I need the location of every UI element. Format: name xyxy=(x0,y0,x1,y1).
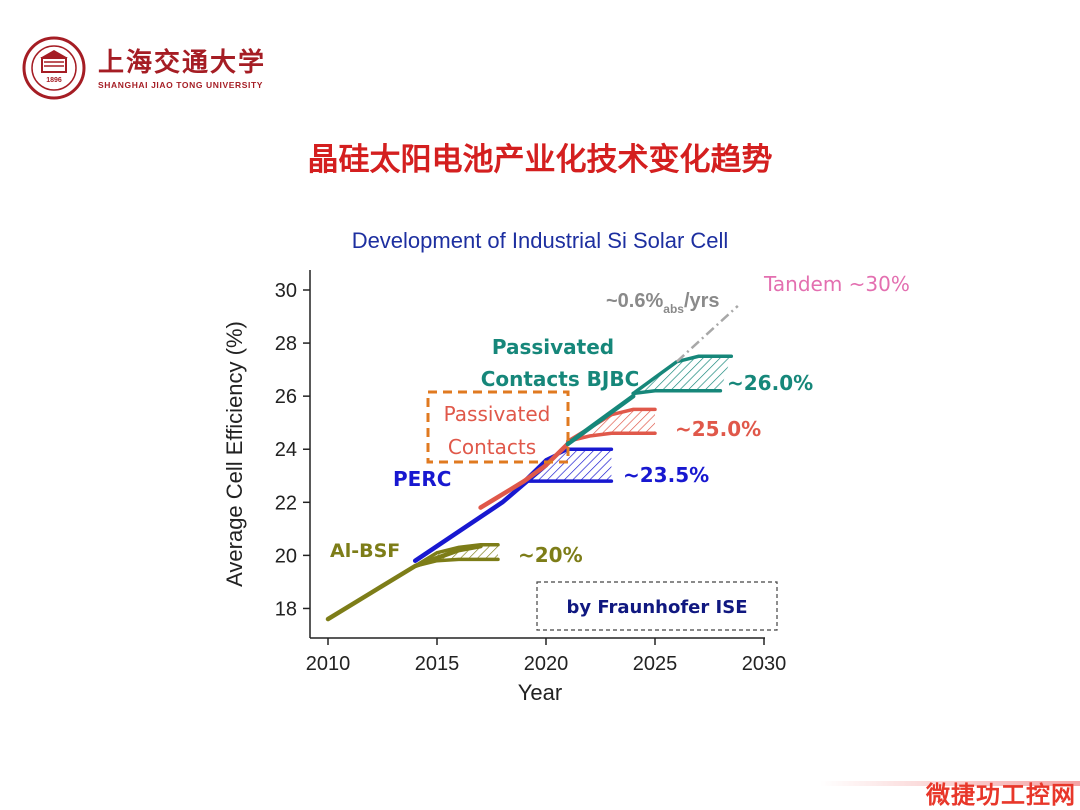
bjbc-upper-edge xyxy=(631,354,734,396)
bjbc-value-label: ~26.0% xyxy=(727,371,813,395)
x-tick-label: 2020 xyxy=(524,653,569,675)
passivated-contacts-lower-edge xyxy=(566,431,657,444)
y-tick-label: 26 xyxy=(275,386,297,408)
efficiency-bands xyxy=(415,356,732,566)
university-seal-icon: 1896 xyxy=(22,36,86,100)
x-ticks: 2010 2015 2020 2025 2030 xyxy=(306,638,787,675)
university-logo: 1896 上海交通大学 SHANGHAI JIAO TONG UNIVERSIT… xyxy=(22,36,264,106)
tandem-label: Tandem ~30% xyxy=(763,272,910,296)
bjbc-band xyxy=(633,356,732,394)
slide-title: 晶硅太阳电池产业化技术变化趋势 xyxy=(307,142,773,178)
passivated-label-line2: Contacts xyxy=(448,435,536,459)
y-axis-title: Average Cell Efficiency (%) xyxy=(222,321,247,587)
watermark: 微捷功工控网 xyxy=(820,770,1080,810)
chart-title: Development of Industrial Si Solar Cell xyxy=(352,228,729,253)
perc-label: PERC xyxy=(393,467,451,491)
passivated-contacts-line xyxy=(478,441,571,510)
y-tick-label: 20 xyxy=(275,545,297,567)
passivated-value-label: ~25.0% xyxy=(675,417,761,441)
al-bsf-label: Al-BSF xyxy=(330,540,400,562)
trend-label-sub: abs xyxy=(663,302,684,316)
bjbc-lower-edge xyxy=(631,389,723,396)
seal-year: 1896 xyxy=(46,77,62,84)
trend-label-value: ~0.6% xyxy=(606,290,663,312)
y-tick-label: 30 xyxy=(275,280,297,302)
source-label: by Fraunhofer ISE xyxy=(566,597,747,618)
x-tick-label: 2025 xyxy=(633,653,678,675)
bjbc-label-line1: Passivated xyxy=(492,335,614,359)
al-bsf-upper-edge xyxy=(413,543,500,568)
university-name-cn: 上海交通大学 xyxy=(98,48,267,78)
bjbc-line xyxy=(565,393,636,447)
al-bsf-lower-edge xyxy=(413,557,500,568)
perc-value-label: ~23.5% xyxy=(623,463,709,487)
source-box xyxy=(536,581,778,631)
al-bsf-value-label: ~20% xyxy=(518,543,583,567)
y-tick-label: 22 xyxy=(275,492,297,514)
chart-card xyxy=(205,213,840,718)
passivated-label-line1: Passivated xyxy=(444,402,551,426)
watermark-bar xyxy=(820,781,1080,786)
x-axis-title: Year xyxy=(518,680,562,705)
trend-label: ~0.6%abs/yrs xyxy=(606,290,720,316)
y-ticks: 18 20 22 24 26 28 30 xyxy=(275,280,310,620)
trend-label-suffix: /yrs xyxy=(684,290,720,312)
watermark-text: 微捷功工控网 xyxy=(926,781,1076,809)
university-name-en: SHANGHAI JIAO TONG UNIVERSITY xyxy=(98,80,264,90)
bjbc-label-line2: Contacts BJBC xyxy=(481,367,640,391)
x-tick-label: 2010 xyxy=(306,653,351,675)
y-tick-label: 28 xyxy=(275,333,297,355)
x-tick-label: 2015 xyxy=(415,653,460,675)
x-tick-label: 2030 xyxy=(742,653,787,675)
y-tick-label: 18 xyxy=(275,598,297,620)
y-tick-label: 24 xyxy=(275,439,297,461)
passivated-contacts-band xyxy=(567,409,655,442)
efficiency-lines xyxy=(325,354,734,622)
perc-band xyxy=(524,449,612,482)
trend-line xyxy=(675,304,739,363)
